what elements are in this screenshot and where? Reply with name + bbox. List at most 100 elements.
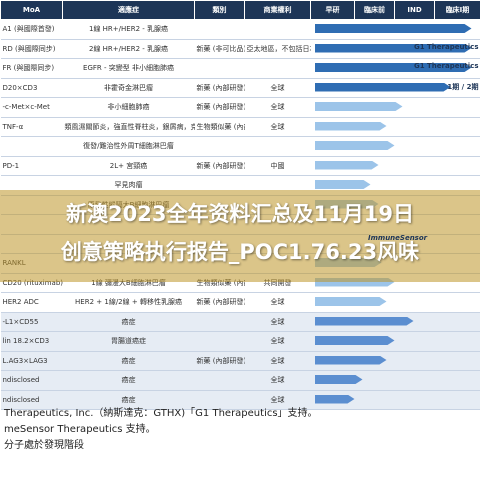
cell-cat: [194, 331, 245, 352]
cell-ind: 2L+ 宮頸癌: [62, 156, 195, 176]
header-cell: 商業權利: [244, 0, 311, 20]
phase-cell: [310, 312, 480, 332]
cell-moa: D20×CD3: [0, 78, 63, 98]
cell-rights: 全球: [244, 370, 311, 391]
cell-cat: [194, 136, 245, 157]
cell-cat: 生物類似藥 (內部研發): [194, 117, 245, 137]
phase-progress-arrow: [315, 63, 472, 72]
cell-rights: [244, 19, 311, 40]
phase-cell: G1 Therapeutics: [310, 39, 480, 59]
cell-rights: 亞太地區，不包括日本: [244, 39, 311, 59]
phase-tag: G1 Therapeutics: [413, 62, 479, 70]
cell-rights: 中國: [244, 156, 311, 176]
phase-progress-arrow: [315, 44, 472, 53]
cell-moa: L.AG3×LAG3: [0, 351, 63, 371]
phase-cell: [310, 136, 480, 157]
cell-ind: 1線 HR+/HER2 - 乳腺癌: [62, 19, 195, 40]
phase-progress-arrow: [315, 278, 395, 287]
cell-moa: TNF-α: [0, 117, 63, 137]
cell-rights: 全球: [244, 331, 311, 352]
cell-rights: 全球: [244, 292, 311, 313]
header-cell: 臨床I期: [434, 0, 480, 20]
phase-progress-arrow: [315, 336, 395, 345]
footnote-3: 分子處於發現階段: [4, 440, 84, 451]
footnote-2: meSensor Therapeutics 支持。: [4, 424, 156, 435]
phase-cell: [310, 351, 480, 371]
cell-rights: [244, 136, 311, 157]
phase-cell: G1 Therapeutics: [310, 58, 480, 79]
phase-progress-arrow: [315, 161, 379, 170]
table-row: HER2 ADC HER2 + 1線/2線 + 轉移性乳腺癌 新藥 (內部研發) 全球: [0, 292, 480, 313]
phase-progress-arrow: [315, 297, 387, 306]
cell-cat: [194, 390, 245, 410]
header-cell: 臨床前: [354, 0, 395, 20]
cell-ind: 癌症: [62, 370, 195, 391]
cell-cat: 新藥 (內部研發): [194, 292, 245, 313]
table-row: -L1×CD55 癌症 全球: [0, 312, 480, 332]
phase-progress-arrow: [315, 395, 355, 404]
cell-moa: -c-Met×c-Met: [0, 97, 63, 118]
cell-rights: [244, 58, 311, 79]
cell-moa: lin 18.2×CD3: [0, 331, 63, 352]
table-row: RD (與國際同步) 2線 HR+/HER2 - 乳腺癌 新藥 (非可比品) 亞太地區…: [0, 39, 480, 59]
phase-progress-arrow: [315, 83, 451, 92]
cell-ind: 癌症: [62, 312, 195, 332]
cell-moa: [0, 136, 63, 157]
phase-cell: 1期 / 2期: [310, 78, 480, 98]
cell-rights: 全球: [244, 312, 311, 332]
phase-cell: [310, 370, 480, 391]
table-row: ndisclosed 癌症 全球: [0, 370, 480, 391]
phase-cell: [310, 390, 480, 410]
watermark-line-2: 创意策略执行报告_POC1.76.23风味: [60, 240, 420, 264]
phase-cell: [310, 117, 480, 137]
phase-tag: 1期 / 2期: [447, 82, 479, 91]
cell-ind: 復發/難治性外周T細胞淋巴瘤: [62, 136, 195, 157]
table-row: ndisclosed 癌症 全球: [0, 390, 480, 410]
table-row: FR (與國際同步) EGFR - 突變型 非小細胞肺癌 G1 Therapeuti…: [0, 58, 480, 79]
cell-moa: -L1×CD55: [0, 312, 63, 332]
cell-ind: HER2 + 1線/2線 + 轉移性乳腺癌: [62, 292, 195, 313]
header-cell: 早研: [310, 0, 355, 20]
phase-progress-arrow: [315, 24, 472, 33]
cell-cat: 新藥 (內部研發): [194, 351, 245, 371]
cell-moa: HER2 ADC: [0, 292, 63, 313]
cell-cat: 新藥 (內部研發): [194, 97, 245, 118]
cell-moa: FR (與國際同步): [0, 58, 63, 79]
table-row: L.AG3×LAG3 癌症 新藥 (內部研發) 全球: [0, 351, 480, 371]
phase-progress-arrow: [315, 122, 387, 131]
cell-moa: PD-1: [0, 156, 63, 176]
phase-progress-arrow: [315, 317, 414, 326]
cell-cat: 新藥 (內部研發): [194, 78, 245, 98]
cell-ind: 類風濕關節炎，強直性脊柱炎，銀屑病，克羅恩病，潰瘍性結腸炎: [62, 117, 195, 137]
table-row: -c-Met×c-Met 非小細胞肺癌 新藥 (內部研發) 全球: [0, 97, 480, 118]
phase-progress-arrow: [315, 180, 371, 189]
cell-cat: 新藥 (內部研發): [194, 156, 245, 176]
header-cell: 類別: [194, 0, 245, 20]
table-row: TNF-α類風濕關節炎，強直性脊柱炎，銀屑病，克羅恩病，潰瘍性結腸炎生物類似藥 …: [0, 117, 480, 137]
table-row: D20×CD3 非霍奇金淋巴瘤 新藥 (內部研發) 全球 1期 / 2期: [0, 78, 480, 98]
cell-cat: [194, 19, 245, 40]
cell-ind: 非霍奇金淋巴瘤: [62, 78, 195, 98]
phase-tag: G1 Therapeutics: [413, 42, 479, 51]
header-cell: IND: [394, 0, 435, 20]
cell-rights: 全球: [244, 390, 311, 410]
cell-cat: [194, 370, 245, 391]
table-row: lin 18.2×CD3 胃腸道癌症 全球: [0, 331, 480, 352]
phase-progress-arrow: [315, 356, 387, 365]
cell-moa: ndisclosed: [0, 390, 63, 410]
footnote-1: Therapeutics, Inc.（納斯達克：GTHX)「G1 Therape…: [4, 408, 318, 419]
cell-ind: 2線 HR+/HER2 - 乳腺癌: [62, 39, 195, 59]
immunesensor-label: ImmuneSensor: [368, 234, 428, 242]
cell-moa: A1 (與國際首發): [0, 19, 63, 40]
cell-ind: 胃腸道癌症: [62, 331, 195, 352]
cell-ind: 癌症: [62, 351, 195, 371]
phase-progress-arrow: [315, 375, 363, 384]
cell-ind: EGFR - 突變型 非小細胞肺癌: [62, 58, 195, 79]
watermark-banner: [0, 190, 480, 282]
cell-cat: [194, 312, 245, 332]
phase-cell: [310, 156, 480, 176]
watermark-line-1: 新澳2023全年资料汇总及11月19日: [66, 202, 414, 226]
table-row: PD-1 2L+ 宮頸癌 新藥 (內部研發) 中國: [0, 156, 480, 176]
phase-progress-arrow: [315, 141, 395, 150]
